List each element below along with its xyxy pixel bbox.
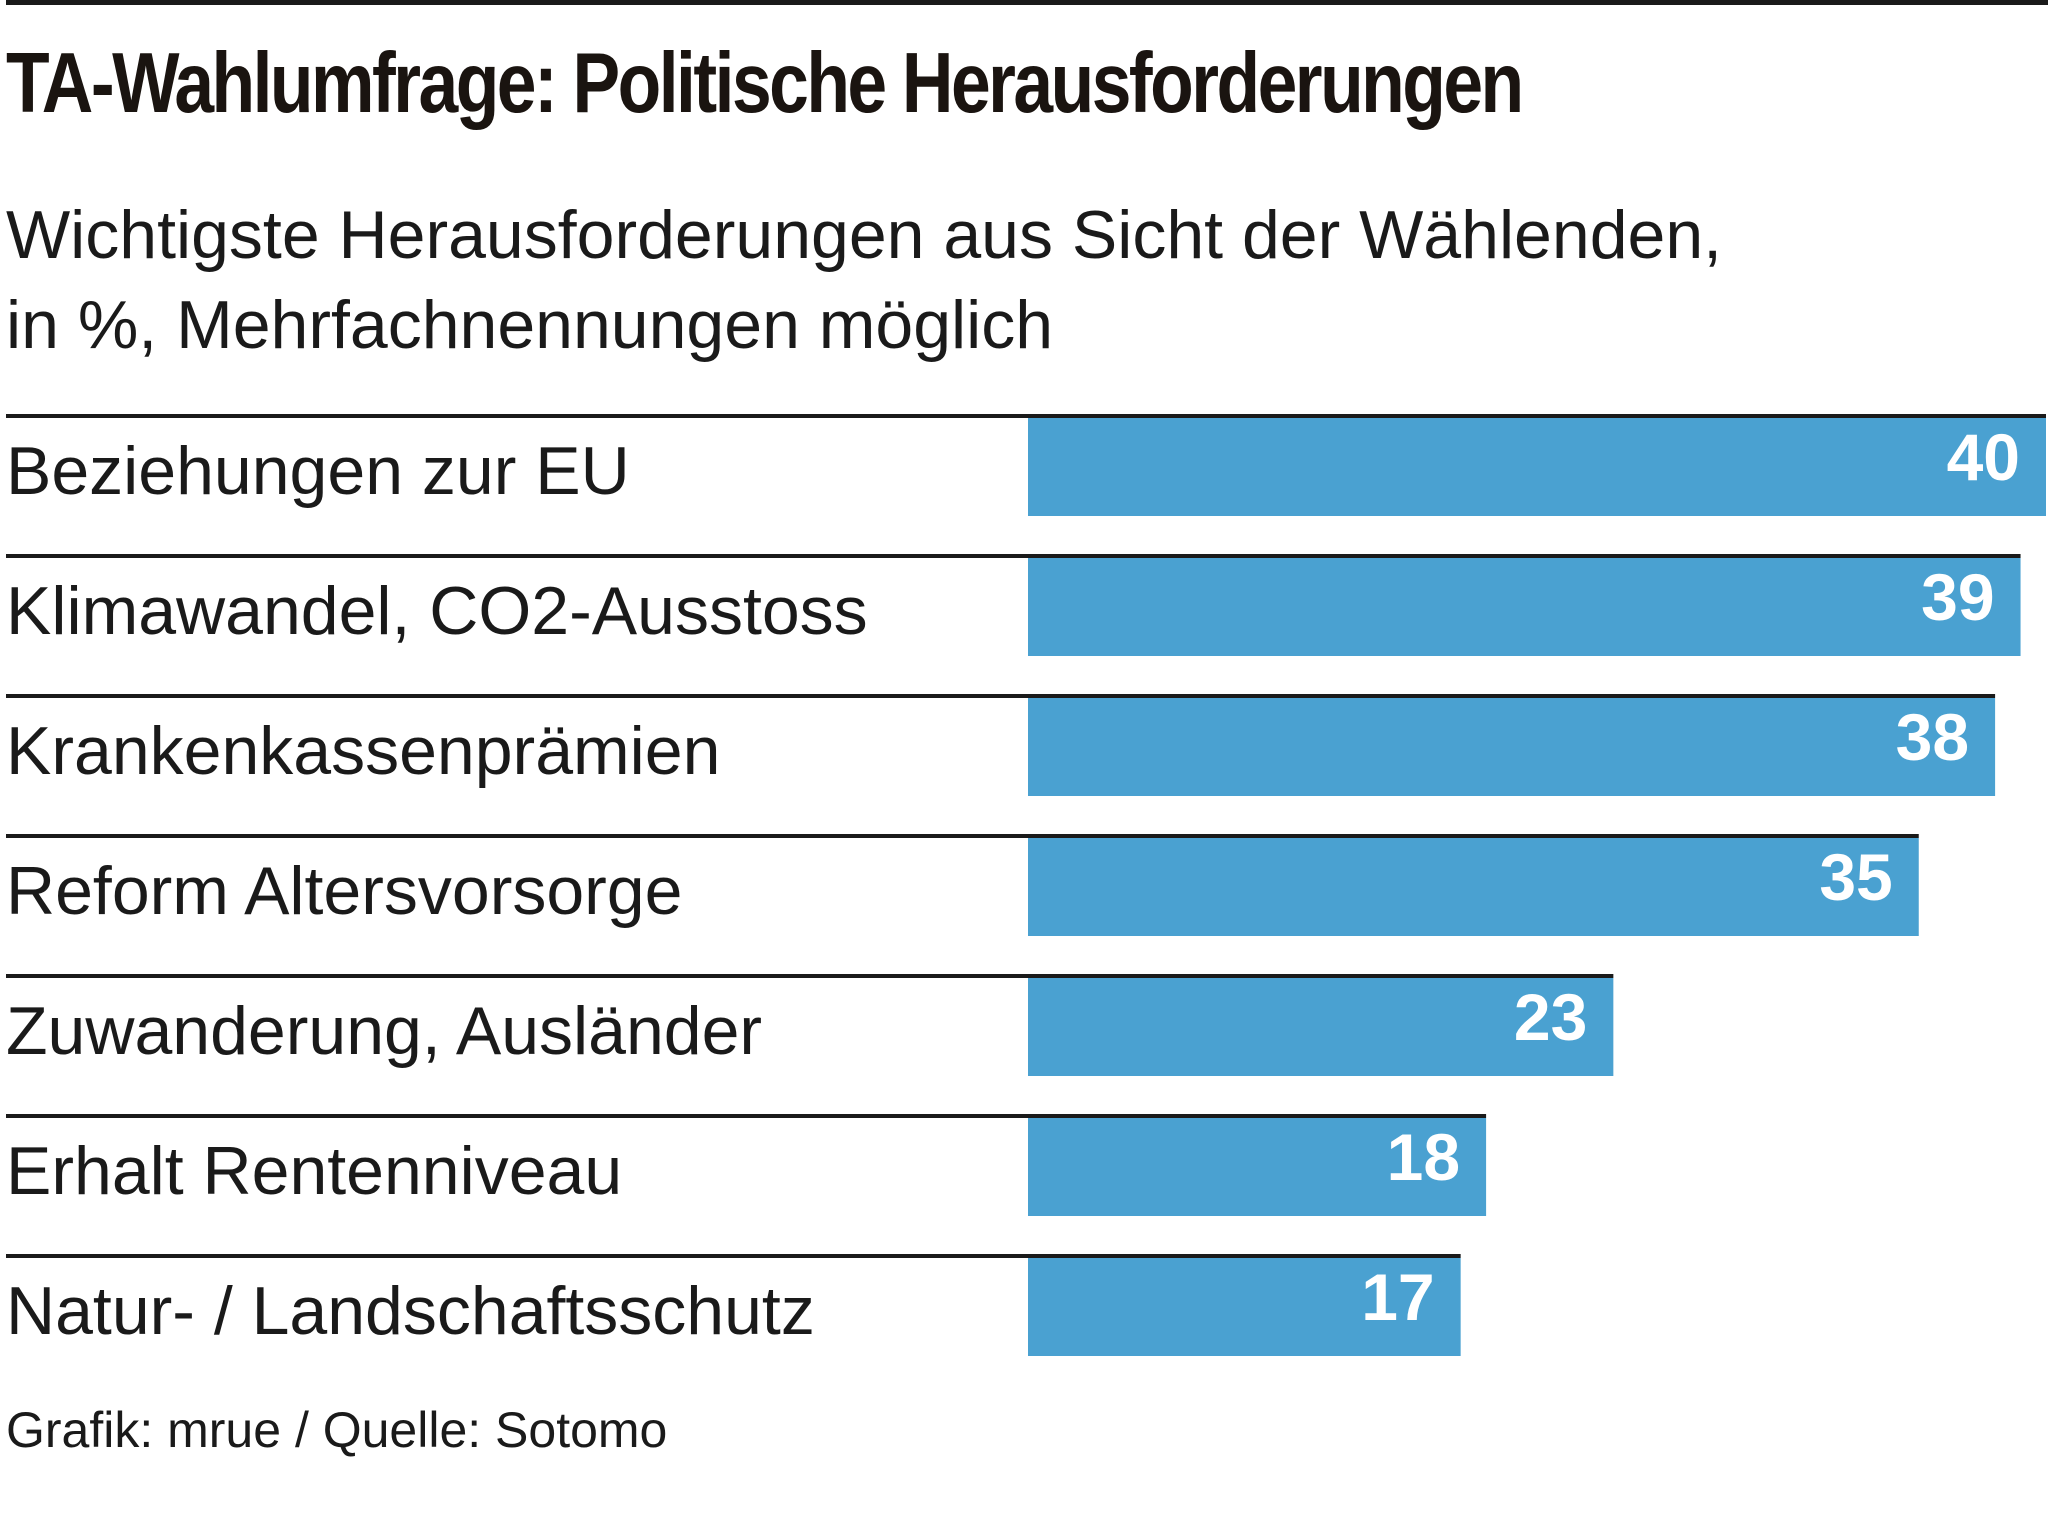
category-label: Klimawandel, CO2-Ausstoss <box>6 573 868 649</box>
category-label: Erhalt Rentenniveau <box>6 1133 622 1209</box>
value-label: 18 <box>1387 1120 1460 1194</box>
value-label: 39 <box>1921 560 1994 634</box>
bar <box>1028 838 1919 936</box>
row-divider <box>6 414 2046 418</box>
value-label: 40 <box>1947 420 2020 494</box>
bar-chart: Beziehungen zur EU 40 Klimawandel, CO2-Aus… <box>6 414 2046 1356</box>
row-divider <box>6 694 1996 698</box>
category-label: Beziehungen zur EU <box>6 433 630 509</box>
bar <box>1028 558 2021 656</box>
row-divider <box>6 1254 1461 1258</box>
row-divider <box>6 834 1919 838</box>
value-label: 38 <box>1896 700 1969 774</box>
bar <box>1028 978 1614 1076</box>
subtitle-line-1: Wichtigste Herausforderungen aus Sicht d… <box>6 197 1723 273</box>
chart-subtitle: Wichtigste Herausforderungen aus Sicht d… <box>6 190 2036 370</box>
category-label: Zuwanderung, Ausländer <box>6 993 762 1069</box>
row-divider <box>6 974 1614 978</box>
bar <box>1028 418 2046 516</box>
category-label: Reform Altersvorsorge <box>6 853 682 929</box>
row-divider <box>6 554 2021 558</box>
bar <box>1028 698 1996 796</box>
bar <box>1028 1118 1487 1216</box>
value-label: 35 <box>1819 840 1892 914</box>
bar <box>1028 1258 1461 1356</box>
category-label: Krankenkassenprämien <box>6 713 720 789</box>
value-label: 23 <box>1514 980 1587 1054</box>
subtitle-line-2: in %, Mehrfachnennungen möglich <box>6 287 1054 363</box>
chart-title: TA-Wahlumfrage: Politische Herausforderu… <box>6 36 1524 131</box>
top-rule <box>6 0 2048 5</box>
source-credit: Grafik: mrue / Quelle: Sotomo <box>6 1402 668 1458</box>
value-label: 17 <box>1361 1260 1434 1334</box>
row-divider <box>6 1114 1487 1118</box>
category-label: Natur- / Landschaftsschutz <box>6 1273 815 1349</box>
